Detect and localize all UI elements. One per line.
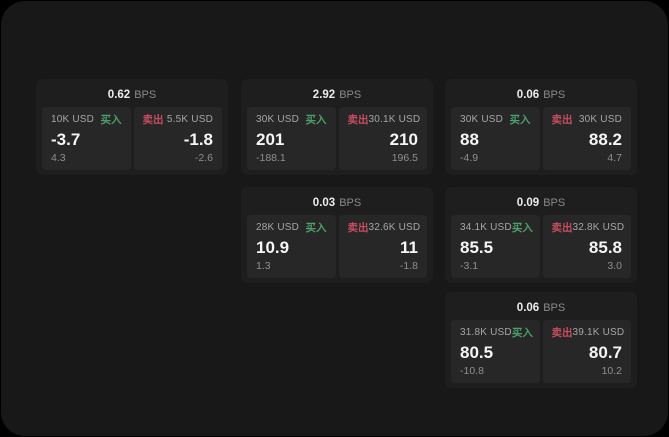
card-header: 0.09 BPS <box>445 187 637 215</box>
sell-delta: 10.2 <box>601 365 622 377</box>
buy-delta: -10.8 <box>460 365 484 377</box>
buy-value: 201 <box>256 130 285 149</box>
sell-value: 11 <box>400 238 418 257</box>
bps-unit-label: BPS <box>339 89 362 101</box>
quote-card: 0.09 BPS 34.1K USD 买入 85.5 -3.1 卖出 32.8K … <box>445 187 637 283</box>
buy-panel[interactable]: 30K USD 买入 201 -188.1 <box>247 107 336 170</box>
buy-panel[interactable]: 10K USD 买入 -3.7 4.3 <box>42 107 131 170</box>
buy-value: 10.9 <box>256 238 290 257</box>
card-header: 0.06 BPS <box>445 79 637 107</box>
quote-panels: 30K USD 买入 201 -188.1 卖出 30.1K USD 210 1… <box>247 107 427 170</box>
buy-delta: 4.3 <box>51 152 66 164</box>
bps-unit-label: BPS <box>134 89 157 101</box>
quote-panels: 31.8K USD 买入 80.5 -10.8 卖出 39.1K USD 80.… <box>451 320 631 383</box>
card-header: 2.92 BPS <box>241 79 433 107</box>
bps-value: 0.06 <box>516 89 540 101</box>
quote-card: 0.06 BPS 31.8K USD 买入 80.5 -10.8 卖出 39.1K… <box>445 292 637 388</box>
sell-delta: 196.5 <box>391 152 418 164</box>
quote-panels: 10K USD 买入 -3.7 4.3 卖出 5.5K USD -1.8 -2.… <box>42 107 222 170</box>
card-header: 0.03 BPS <box>241 187 433 215</box>
sell-delta: -1.8 <box>399 260 418 272</box>
buy-size: 10K USD <box>51 114 95 125</box>
buy-side-label: 买入 <box>509 114 531 126</box>
sell-delta: 3.0 <box>607 260 622 272</box>
bps-unit-label: BPS <box>543 89 566 101</box>
sell-size: 5.5K USD <box>166 114 213 125</box>
buy-size: 31.8K USD <box>460 327 512 338</box>
bps-value: 2.92 <box>312 89 336 101</box>
buy-panel[interactable]: 28K USD 买入 10.9 1.3 <box>247 215 336 278</box>
buy-delta: -3.1 <box>460 260 479 272</box>
buy-value: 80.5 <box>460 343 494 362</box>
quote-card: 0.06 BPS 30K USD 买入 88 -4.9 卖出 30K USD <box>445 79 637 175</box>
sell-side-label: 卖出 <box>551 222 573 234</box>
sell-size: 30K USD <box>578 114 622 125</box>
quote-card: 0.62 BPS 10K USD 买入 -3.7 4.3 卖出 5.5K USD <box>36 79 228 175</box>
sell-value: 80.7 <box>588 343 622 362</box>
buy-value: -3.7 <box>51 130 81 149</box>
buy-side-label: 买入 <box>100 114 122 126</box>
sell-side-label: 卖出 <box>347 114 369 126</box>
buy-side-label: 买入 <box>305 222 327 234</box>
buy-size: 30K USD <box>460 114 504 125</box>
buy-panel[interactable]: 34.1K USD 买入 85.5 -3.1 <box>451 215 540 278</box>
bps-unit-label: BPS <box>543 197 566 209</box>
buy-size: 30K USD <box>256 114 300 125</box>
buy-side-label: 买入 <box>511 222 533 234</box>
sell-delta: -2.6 <box>194 152 213 164</box>
bps-value: 0.62 <box>107 89 131 101</box>
sell-size: 32.8K USD <box>572 222 625 233</box>
bps-value: 0.09 <box>516 197 540 209</box>
sell-panel[interactable]: 卖出 30K USD 88.2 4.7 <box>542 107 631 170</box>
sell-value: 88.2 <box>588 130 622 149</box>
bps-value: 0.06 <box>516 302 540 314</box>
sell-panel[interactable]: 卖出 32.6K USD 11 -1.8 <box>338 215 427 278</box>
sell-size: 30.1K USD <box>368 114 421 125</box>
sell-panel[interactable]: 卖出 32.8K USD 85.8 3.0 <box>542 215 631 278</box>
sell-panel[interactable]: 卖出 39.1K USD 80.7 10.2 <box>542 320 631 383</box>
bps-unit-label: BPS <box>339 197 362 209</box>
buy-side-label: 买入 <box>511 327 533 339</box>
sell-delta: 4.7 <box>607 152 622 164</box>
sell-side-label: 卖出 <box>142 114 164 126</box>
sell-value: 210 <box>389 130 418 149</box>
sell-panel[interactable]: 卖出 5.5K USD -1.8 -2.6 <box>133 107 222 170</box>
buy-value: 85.5 <box>460 238 494 257</box>
quote-card: 2.92 BPS 30K USD 买入 201 -188.1 卖出 30.1K U… <box>241 79 433 175</box>
sell-size: 39.1K USD <box>572 327 625 338</box>
bps-value: 0.03 <box>312 197 336 209</box>
card-header: 0.06 BPS <box>445 292 637 320</box>
buy-value: 88 <box>460 130 479 149</box>
card-header: 0.62 BPS <box>36 79 228 107</box>
buy-panel[interactable]: 30K USD 买入 88 -4.9 <box>451 107 540 170</box>
sell-side-label: 卖出 <box>551 114 573 126</box>
buy-size: 34.1K USD <box>460 222 512 233</box>
sell-value: -1.8 <box>183 130 213 149</box>
sell-panel[interactable]: 卖出 30.1K USD 210 196.5 <box>338 107 427 170</box>
buy-side-label: 买入 <box>305 114 327 126</box>
buy-panel[interactable]: 31.8K USD 买入 80.5 -10.8 <box>451 320 540 383</box>
buy-size: 28K USD <box>256 222 300 233</box>
quote-card: 0.03 BPS 28K USD 买入 10.9 1.3 卖出 32.6K USD <box>241 187 433 283</box>
buy-delta: -4.9 <box>460 152 479 164</box>
quote-panels: 34.1K USD 买入 85.5 -3.1 卖出 32.8K USD 85.8… <box>451 215 631 278</box>
bps-unit-label: BPS <box>543 302 566 314</box>
sell-side-label: 卖出 <box>347 222 369 234</box>
sell-size: 32.6K USD <box>368 222 421 233</box>
sell-side-label: 卖出 <box>551 327 573 339</box>
quote-panels: 28K USD 买入 10.9 1.3 卖出 32.6K USD 11 -1.8 <box>247 215 427 278</box>
quote-panels: 30K USD 买入 88 -4.9 卖出 30K USD 88.2 4.7 <box>451 107 631 170</box>
sell-value: 85.8 <box>588 238 622 257</box>
buy-delta: -188.1 <box>256 152 286 164</box>
buy-delta: 1.3 <box>256 260 271 272</box>
